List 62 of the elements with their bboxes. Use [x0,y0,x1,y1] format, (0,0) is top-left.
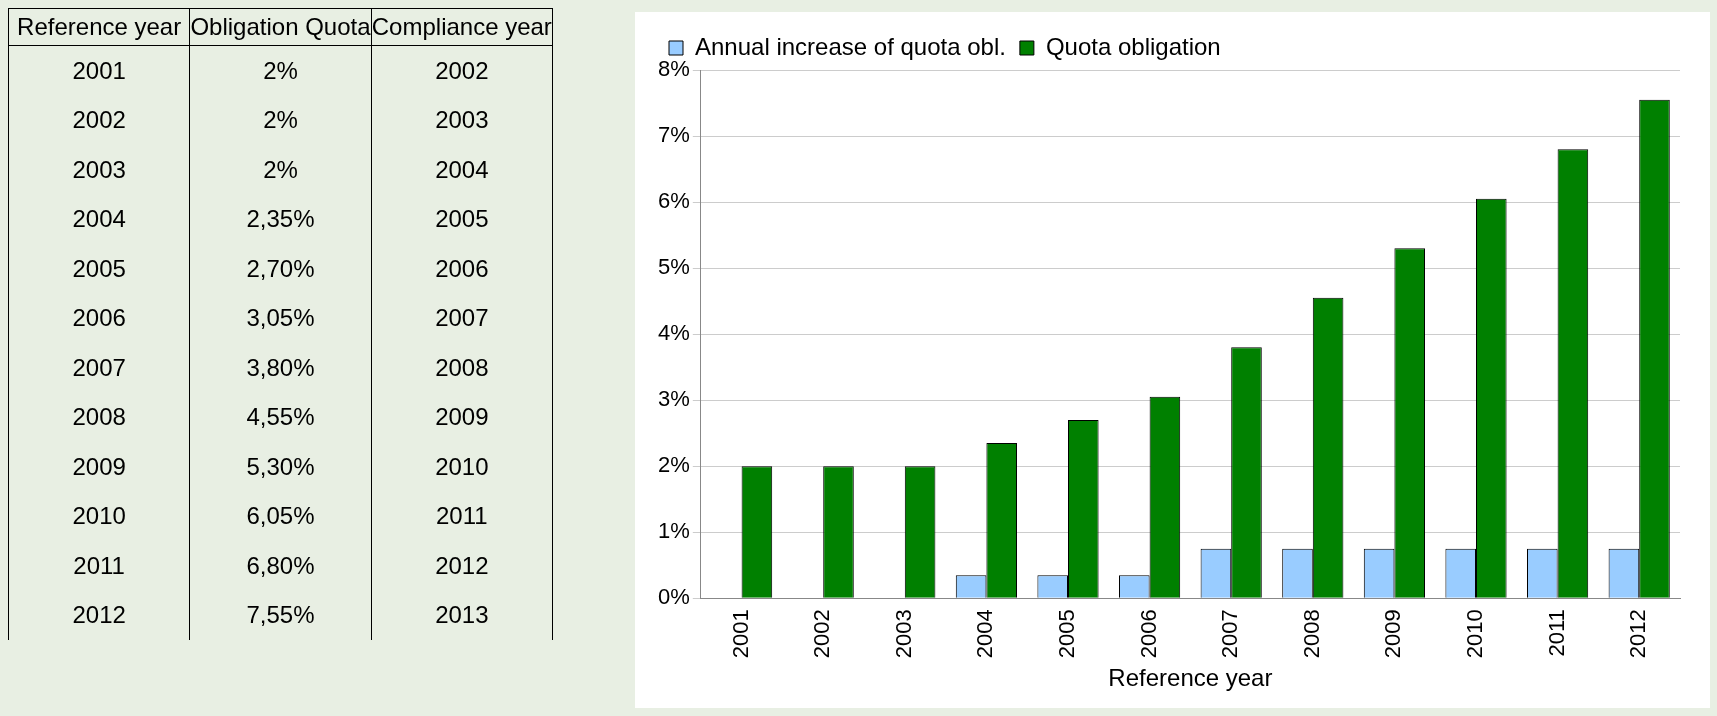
y-tick-label: 1% [658,518,690,544]
text: 2002 [371,45,553,96]
text: 7,55% [189,590,372,640]
text: 2011 [73,551,125,579]
text: 2,70% [189,244,372,294]
text: 2010 [72,502,126,530]
y-tick-label: 6% [658,188,690,214]
x-tick-label: 2004 [972,609,998,659]
text: 2003 [371,95,553,145]
text: 3,80% [189,343,372,393]
y-tick-label: 2% [658,452,690,478]
text: 6,05% [189,491,372,541]
x-tick-label: 2009 [1380,609,1406,659]
text: 2004 [371,145,553,195]
text: 2011 [371,491,553,541]
text: 2012 [371,541,553,591]
text: 2009 [72,452,126,480]
x-tick-label: 2001 [727,609,753,659]
text: Obligation Quota [189,8,372,46]
x-tick-label: 2012 [1625,609,1651,659]
text: 2005 [371,194,553,244]
text: 2009 [371,392,553,442]
x-tick-label: 2007 [1217,609,1243,659]
text: Reference year [8,8,190,46]
x-tick-label: 2010 [1462,609,1488,659]
x-tick-label: 2005 [1054,609,1080,659]
text: 2010 [371,442,553,492]
text: 5,30% [189,442,372,492]
text: 2005 [72,254,126,282]
y-tick-label: 4% [658,320,690,346]
text: 3,05% [189,293,372,343]
x-axis-title: Reference year [1108,664,1273,692]
text: 2% [189,45,372,96]
x-tick-label: 2002 [809,609,835,659]
legend-label: Annual increase of quota obl. [695,32,1006,60]
text: 2008 [72,403,126,431]
text: 2013 [371,590,553,640]
y-tick-label: 7% [658,122,690,148]
text: 2006 [72,304,126,332]
text: 2006 [371,244,553,294]
x-tick-label: 2011 [1543,609,1569,657]
x-tick-label: 2008 [1298,609,1324,659]
text: 2003 [72,155,126,183]
x-tick-label: 2003 [890,609,916,659]
category-label: 2001 [72,56,126,84]
y-tick-label: 8% [658,56,690,82]
text: 2004 [72,205,126,233]
y-tick-label: 5% [658,254,690,280]
text: 2% [189,95,372,145]
text: Compliance year [371,8,553,46]
text: 2007 [72,353,126,381]
text: 2002 [72,106,126,134]
y-tick-label: 3% [658,386,690,412]
text: 2% [189,145,372,195]
legend-label: Quota obligation [1045,32,1221,60]
text: 4,55% [189,392,372,442]
text: 2007 [371,293,553,343]
y-tick-label: 0% [658,584,690,610]
x-tick-label: 2006 [1135,609,1161,659]
text: 2,35% [189,194,372,244]
text: 2008 [371,343,553,393]
text: 6,80% [189,541,372,591]
